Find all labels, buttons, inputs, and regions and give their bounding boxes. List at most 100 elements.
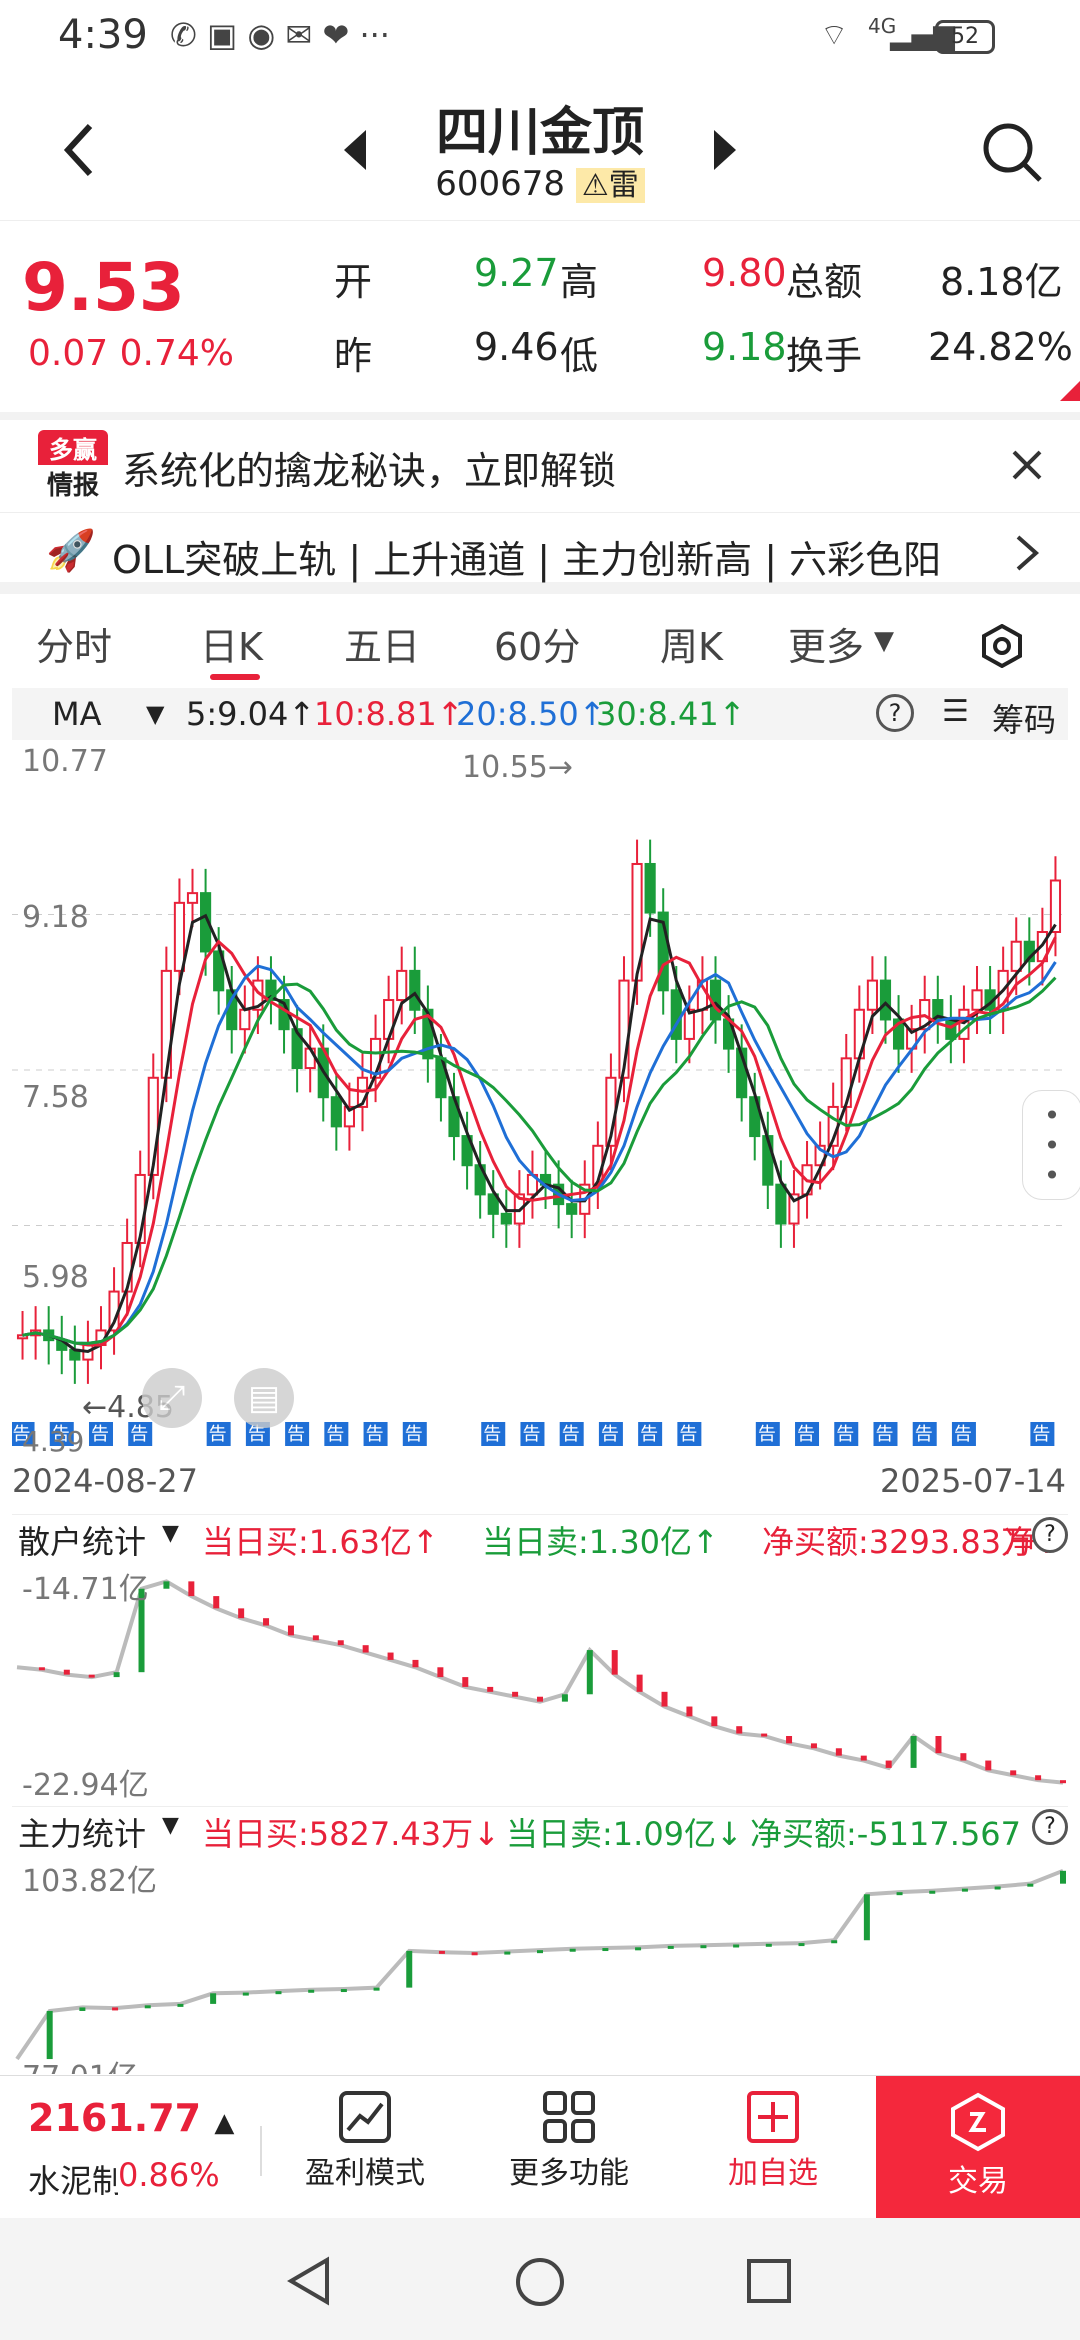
close-icon[interactable] [1010,448,1044,482]
announcement-marker-bg [128,1422,153,1446]
series-tick [935,1736,942,1754]
announcement-marker: 告 [679,1424,697,1445]
battery-icon: 52 [935,20,995,54]
ma30-value: 30:8.41↑ [596,695,746,733]
tab-weekly-k[interactable]: 周K [660,625,723,669]
index-widget[interactable]: 2161.77 ▲ [28,2096,234,2140]
add-watchlist-button[interactable]: 加自选 [698,2090,848,2192]
open-value: 9.27 [474,251,559,295]
series-tick [144,2005,151,2009]
announcement-marker: 告 [601,1424,619,1445]
settings-icon[interactable] [980,624,1024,668]
main-force-chart[interactable]: 103.82亿 77.01亿 [12,1852,1068,2074]
series-tick [275,1991,282,1995]
retail-tail: 净 [1004,1523,1037,1560]
announcement-marker: 告 [1032,1424,1050,1445]
announcement-marker-bg [755,1422,780,1446]
series-tick [138,1588,145,1673]
main-force-selector[interactable]: 主力统计 [18,1815,147,1852]
series-tick [765,1943,772,1947]
announcement-marker: 告 [875,1424,893,1445]
search-icon[interactable] [980,120,1044,184]
fullscreen-icon[interactable]: ⤢ [142,1368,202,1428]
series-tick [860,1755,867,1761]
candle-body [866,979,878,1011]
kline-svg[interactable]: 告告告告告告告告告告告告告告告告告告告告告告告 [10,740,1068,1450]
announcement-marker-bg [677,1422,702,1446]
chevron-right-icon[interactable] [1014,533,1040,573]
prev-stock-icon[interactable] [340,128,370,172]
next-stock-icon[interactable] [710,128,740,172]
retail-buy: 当日买:1.63亿↑ [202,1523,439,1560]
series-tick [287,1625,294,1636]
expand-corner-icon[interactable] [1060,381,1080,401]
bottom-bar: 2161.77 ▲ 水泥制 0.86% 盈利模式 更多功能 加自选 交易 [0,2075,1080,2219]
series-tick [686,1706,693,1717]
series-tick [1060,1780,1066,1784]
retail-help-icon[interactable]: ? [1032,1517,1068,1553]
last-price: 9.53 [22,249,185,326]
kline-chart[interactable]: 告告告告告告告告告告告告告告告告告告告告告告告 10.77 9.18 7.58 … [10,740,1080,1458]
banner-logo-bottom: 情报 [46,471,99,501]
banner-text: 系统化的擒龙秘诀，立即解锁 [122,449,617,493]
series-tick [537,1950,543,1954]
ma-dropdown-icon[interactable]: ▼ [146,700,165,728]
tab-intraday[interactable]: 分时 [36,625,113,669]
series-tick [611,1650,618,1675]
series-tick [929,1890,936,1894]
series-tick [786,1736,793,1744]
y-tick-label: 4.39 [22,1425,85,1458]
prev-label: 昨 [334,334,373,378]
series-tick [561,1694,568,1702]
main-force-dropdown-icon[interactable]: ▼ [162,1813,179,1838]
drawing-tool-icon[interactable]: ▤ [234,1368,294,1428]
candle-body [958,1008,970,1040]
warning-badge[interactable]: ⚠雷 [575,168,645,203]
nav-back-icon[interactable] [285,2256,335,2306]
chips-button[interactable]: 筹码 [992,701,1057,739]
tab-five-day[interactable]: 五日 [344,625,421,669]
series-tick [512,1691,519,1697]
candle-body [422,1008,434,1060]
more-functions-button[interactable]: 更多功能 [494,2090,644,2192]
series-tick [487,1686,494,1692]
series-tick [177,2003,184,2007]
nav-home-icon[interactable] [514,2256,566,2308]
help-icon[interactable]: ? [876,694,914,732]
back-icon[interactable] [60,120,100,180]
announcement-marker-bg [363,1422,388,1446]
side-menu-icon[interactable]: • • • [1022,1090,1080,1200]
retail-chart[interactable]: -14.71亿 -22.94亿 [12,1560,1068,1803]
retail-y-bottom: -22.94亿 [22,1768,149,1803]
series-tick [113,1672,120,1678]
main-force-help-icon[interactable]: ? [1032,1809,1068,1845]
status-time: 4:39 [58,12,148,58]
series-tick [242,1992,249,1996]
ma-selector[interactable]: MA [52,695,102,733]
announcement-marker: 告 [758,1424,776,1445]
quote-panel: 9.53 0.07 0.74% 开 9.27 高 9.80 总额 8.18亿 昨… [0,220,1080,405]
trade-button[interactable]: 交易 [876,2076,1080,2219]
series-tick [661,1691,668,1707]
retail-selector[interactable]: 散户统计 [18,1523,147,1560]
tab-daily-k[interactable]: 日K [200,625,263,669]
stock-code: 600678 [435,164,566,204]
stock-code-row: 600678 ⚠雷 [380,160,700,204]
nav-recents-icon[interactable] [746,2258,792,2304]
announcement-marker-bg [49,1422,74,1446]
candle-body [879,979,892,1021]
series-tick [985,1760,992,1771]
tab-60min[interactable]: 60分 [494,625,581,669]
more-dropdown-icon[interactable]: ▼ [874,626,894,656]
retail-dropdown-icon[interactable]: ▼ [162,1521,179,1546]
high-value: 9.80 [702,251,787,295]
announcement-marker: 告 [640,1424,658,1445]
signal-ticker[interactable]: 🚀 OLL突破上轨 | 上升通道 | 主力创新高 | 六彩色阳 [0,512,1080,594]
announcement-marker-bg [481,1422,506,1446]
promo-banner[interactable]: 多赢 情报 系统化的擒龙秘诀，立即解锁 [0,412,1080,512]
candle-body [644,862,656,914]
announcement-marker: 告 [797,1424,815,1445]
series-tick [263,1618,270,1626]
profit-mode-button[interactable]: 盈利模式 [290,2090,440,2192]
tab-more[interactable]: 更多 [788,625,865,669]
